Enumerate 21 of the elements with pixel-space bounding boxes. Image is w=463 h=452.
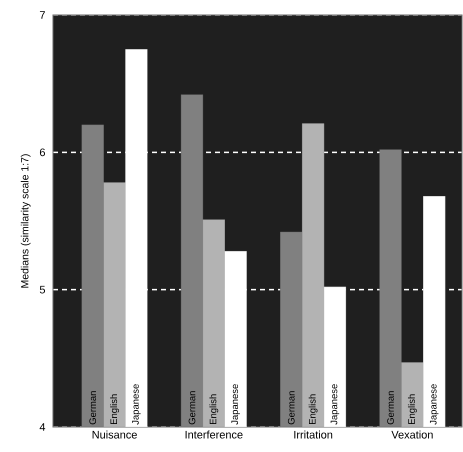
text: German [387,391,394,424]
y-tick-label: 7 [40,11,45,19]
text: Japanese [430,384,438,425]
series-label: English [110,394,119,424]
series-label: Japanese [132,384,141,425]
x-tick-label: Vexation [391,430,433,439]
x-tick-label: Nuisance [92,430,137,439]
y-tick-label: 5 [40,286,46,294]
text: Japanese [231,384,240,425]
text: English [209,394,218,424]
series-label: German [89,391,96,424]
text: Japanese [330,384,340,425]
y-tick-label: 4 [40,423,46,431]
text: German [188,391,196,424]
y-tick-label: 6 [40,148,45,156]
text: German [288,391,295,424]
text: English [408,394,417,424]
y-axis-title: Medians (similarity scale 1:7) [20,154,31,288]
x-tick-label: Irritation [294,430,332,439]
text: English [308,394,318,424]
x-tick-label: Interference [186,430,243,439]
